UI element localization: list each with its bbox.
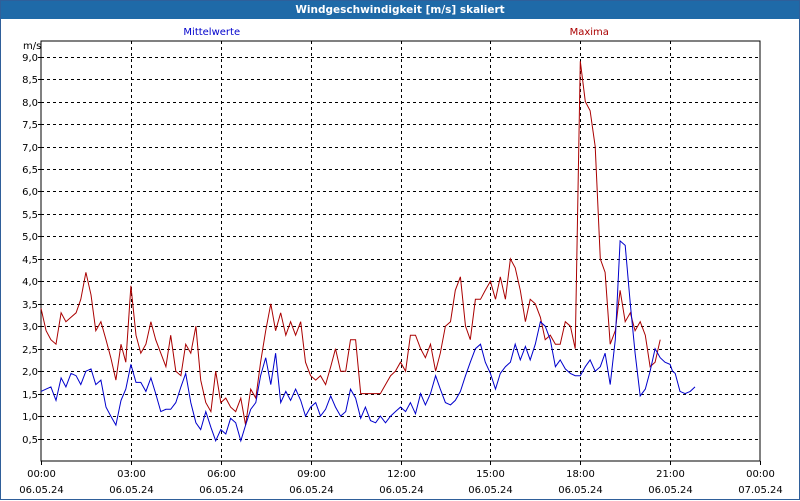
y-tick-label: 8,0 bbox=[22, 98, 38, 109]
y-tick-label: 8,5 bbox=[22, 75, 38, 86]
y-tick-label: 4,5 bbox=[22, 255, 38, 266]
y-tick-label: 1,5 bbox=[22, 390, 38, 401]
y-tick-label: 3,0 bbox=[22, 322, 38, 333]
y-tick-label: 5,5 bbox=[22, 210, 38, 221]
y-tick-label: 6,0 bbox=[22, 187, 38, 198]
y-tick-label: 3,5 bbox=[22, 300, 38, 311]
x-tick-time-label: 03:00 bbox=[117, 469, 146, 480]
legend-label-maxima: Maxima bbox=[570, 27, 609, 38]
x-tick-time-label: 00:00 bbox=[27, 469, 56, 480]
x-tick-time-label: 21:00 bbox=[656, 469, 685, 480]
window-title: Windgeschwindigkeit [m/s] skaliert bbox=[1, 1, 799, 19]
y-tick-label: 4,0 bbox=[22, 277, 38, 288]
y-axis-unit: m/s bbox=[23, 41, 41, 52]
legend-label-mittelwerte: Mittelwerte bbox=[183, 27, 240, 38]
x-tick-time-label: 00:00 bbox=[746, 469, 775, 480]
x-tick-date-label: 06.05.24 bbox=[379, 485, 424, 496]
x-tick-time-label: 06:00 bbox=[207, 469, 236, 480]
series-line-maxima bbox=[40, 61, 661, 426]
x-tick-date-label: 06.05.24 bbox=[199, 485, 244, 496]
y-tick-label: 9,0 bbox=[22, 53, 38, 64]
y-tick-label: 1,0 bbox=[22, 412, 38, 423]
y-tick-label: 2,0 bbox=[22, 367, 38, 378]
x-tick-date-label: 06.05.24 bbox=[19, 485, 64, 496]
x-tick-date-label: 07.05.24 bbox=[738, 485, 783, 496]
x-tick-date-label: 06.05.24 bbox=[289, 485, 334, 496]
x-tick-time-label: 12:00 bbox=[387, 469, 416, 480]
x-tick-date-label: 06.05.24 bbox=[468, 485, 513, 496]
y-tick-label: 6,5 bbox=[22, 165, 38, 176]
x-tick-time-label: 09:00 bbox=[297, 469, 326, 480]
y-tick-label: 5,0 bbox=[22, 232, 38, 243]
x-tick-time-label: 18:00 bbox=[566, 469, 595, 480]
y-tick-label: 2,5 bbox=[22, 345, 38, 356]
plot-area bbox=[40, 40, 761, 462]
series-line-mittelwerte bbox=[40, 239, 696, 443]
x-tick-date-label: 06.05.24 bbox=[648, 485, 693, 496]
y-tick-label: 7,0 bbox=[22, 143, 38, 154]
y-tick-label: 7,5 bbox=[22, 120, 38, 131]
y-tick-label: 0,5 bbox=[22, 435, 38, 446]
x-tick-date-label: 06.05.24 bbox=[558, 485, 603, 496]
x-tick-time-label: 15:00 bbox=[476, 469, 505, 480]
x-tick-date-label: 06.05.24 bbox=[109, 485, 154, 496]
